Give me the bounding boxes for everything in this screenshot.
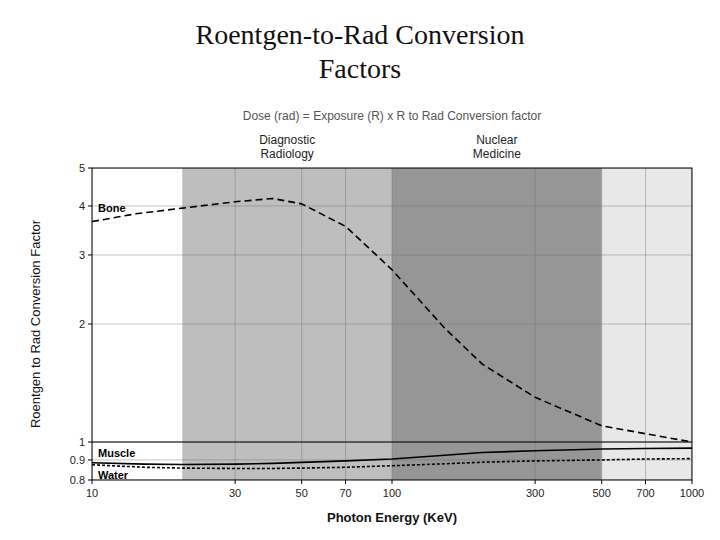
text-line: Medicine: [473, 147, 521, 161]
x-axis-label: Photon Energy (KeV): [327, 510, 457, 525]
tick-mark: [88, 442, 92, 443]
chart: Roentgen-to-Rad ConversionFactors Dose (r…: [0, 0, 720, 540]
axes: 10 30 50 70 100 300 500 700 1000 0.8 0.9 1 2 3 4 5: [70, 162, 705, 499]
text-line: Nuclear: [476, 133, 517, 147]
grid-line: [92, 324, 692, 325]
tick-label: 1: [79, 436, 85, 448]
grid-line: [92, 442, 692, 443]
grid: [92, 168, 692, 480]
tick-mark: [92, 480, 93, 484]
series-line: [92, 199, 692, 443]
tick-label: 50: [296, 487, 308, 499]
subtitle: Dose (rad) = Exposure (R) x R to Rad Con…: [243, 109, 541, 123]
grid-line: [92, 205, 692, 206]
tick-mark: [535, 480, 536, 484]
y-axis-label: Roentgen to Rad Conversion Factor: [28, 219, 43, 428]
tick-mark: [88, 205, 92, 206]
tick-mark: [645, 480, 646, 484]
tick-label: 0.9: [70, 454, 85, 466]
region-label: DiagnosticRadiology: [259, 133, 315, 161]
plot-area: [92, 168, 692, 480]
tick-mark: [88, 168, 92, 169]
tick-mark: [235, 480, 236, 484]
tick-mark: [88, 480, 92, 481]
background: [0, 0, 720, 540]
tick-mark: [392, 480, 393, 484]
tick-mark: [692, 480, 693, 484]
title: Roentgen-to-Rad ConversionFactors: [196, 19, 525, 84]
text-line: Factors: [319, 53, 401, 84]
curve-label: Water: [98, 469, 129, 481]
tick-label: 2: [79, 318, 85, 330]
tick-mark: [88, 324, 92, 325]
tick-mark: [601, 480, 602, 484]
tick-label: 1000: [680, 487, 704, 499]
text-line: Roentgen-to-Rad Conversion: [196, 19, 525, 50]
tick-label: 3: [79, 249, 85, 261]
curve-label: Muscle: [98, 447, 135, 459]
tick-label: 700: [636, 487, 654, 499]
tick-label: 300: [526, 487, 544, 499]
tick-label: 70: [339, 487, 351, 499]
grid-line: [92, 254, 692, 255]
tick-label: 10: [86, 487, 98, 499]
curve-label: Bone: [98, 202, 126, 214]
region-label: NuclearMedicine: [473, 133, 521, 161]
series-line: [92, 448, 692, 464]
tick-label: 0.8: [70, 474, 85, 486]
tick-mark: [88, 254, 92, 255]
tick-mark: [301, 480, 302, 484]
tick-label: 5: [79, 162, 85, 174]
tick-label: 4: [79, 200, 85, 212]
tick-label: 100: [383, 487, 401, 499]
tick-label: 30: [229, 487, 241, 499]
reference-line: [92, 442, 692, 443]
text-line: Diagnostic: [259, 133, 315, 147]
tick-mark: [345, 480, 346, 484]
series-group: [92, 199, 692, 469]
plot-frame: [92, 168, 692, 480]
series-line: [92, 459, 692, 469]
text-line: Radiology: [260, 147, 313, 161]
tick-mark: [88, 459, 92, 460]
tick-label: 500: [593, 487, 611, 499]
